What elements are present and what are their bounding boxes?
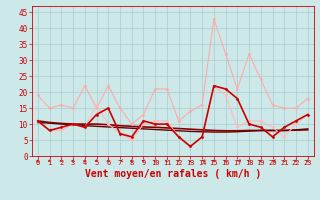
X-axis label: Vent moyen/en rafales ( km/h ): Vent moyen/en rafales ( km/h ) — [85, 169, 261, 179]
